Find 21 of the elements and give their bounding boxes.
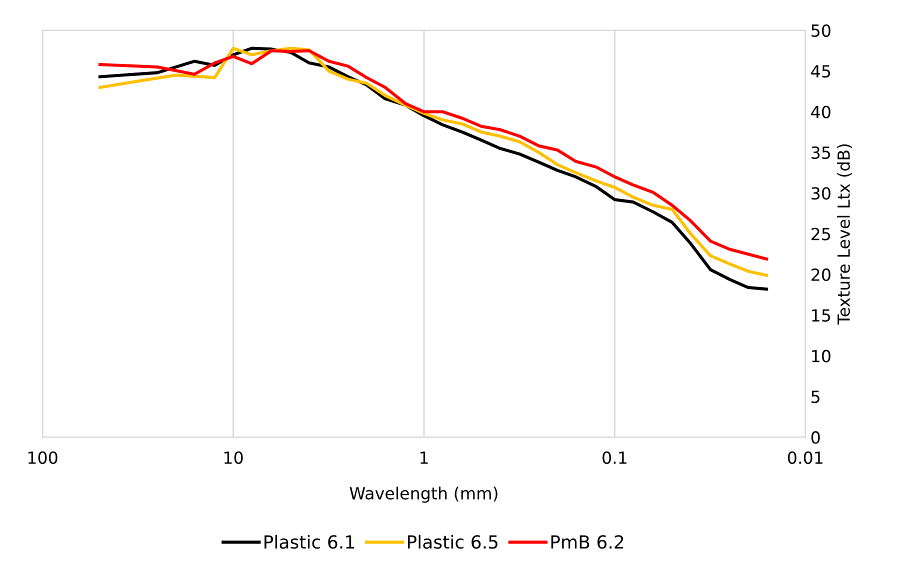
legend-label: Plastic 6.5 [408,534,498,549]
y2-tick-label: 5 [812,390,820,404]
x-tick-label: 100 [28,451,58,464]
y2-tick-label: 25 [812,228,830,240]
x-tick-label: 0.01 [788,451,822,464]
y2-tick-label: 0 [811,431,820,444]
y2-tick-label: 10 [812,350,830,362]
y2-tick-label: 40 [811,106,830,118]
x-tick-label: 1 [420,452,428,464]
y2-tick-label: 45 [811,65,830,78]
x-tick-label: 10 [224,451,243,464]
x-tick-label: 0.1 [602,451,626,464]
y2-tick-label: 15 [812,309,830,322]
y2-tick-label: 35 [812,146,830,159]
legend-label: PmB 6.2 [551,535,624,549]
y2-tick-label: 20 [812,268,830,282]
legend-label: Plastic 6.1 [264,534,354,549]
y2-tick-label: 30 [812,187,830,200]
x-axis-title: Wavelength (mm) [350,486,498,503]
y2-axis-title: Texture Level Ltx (dB) [837,144,852,325]
y2-tick-label: 50 [812,24,830,37]
